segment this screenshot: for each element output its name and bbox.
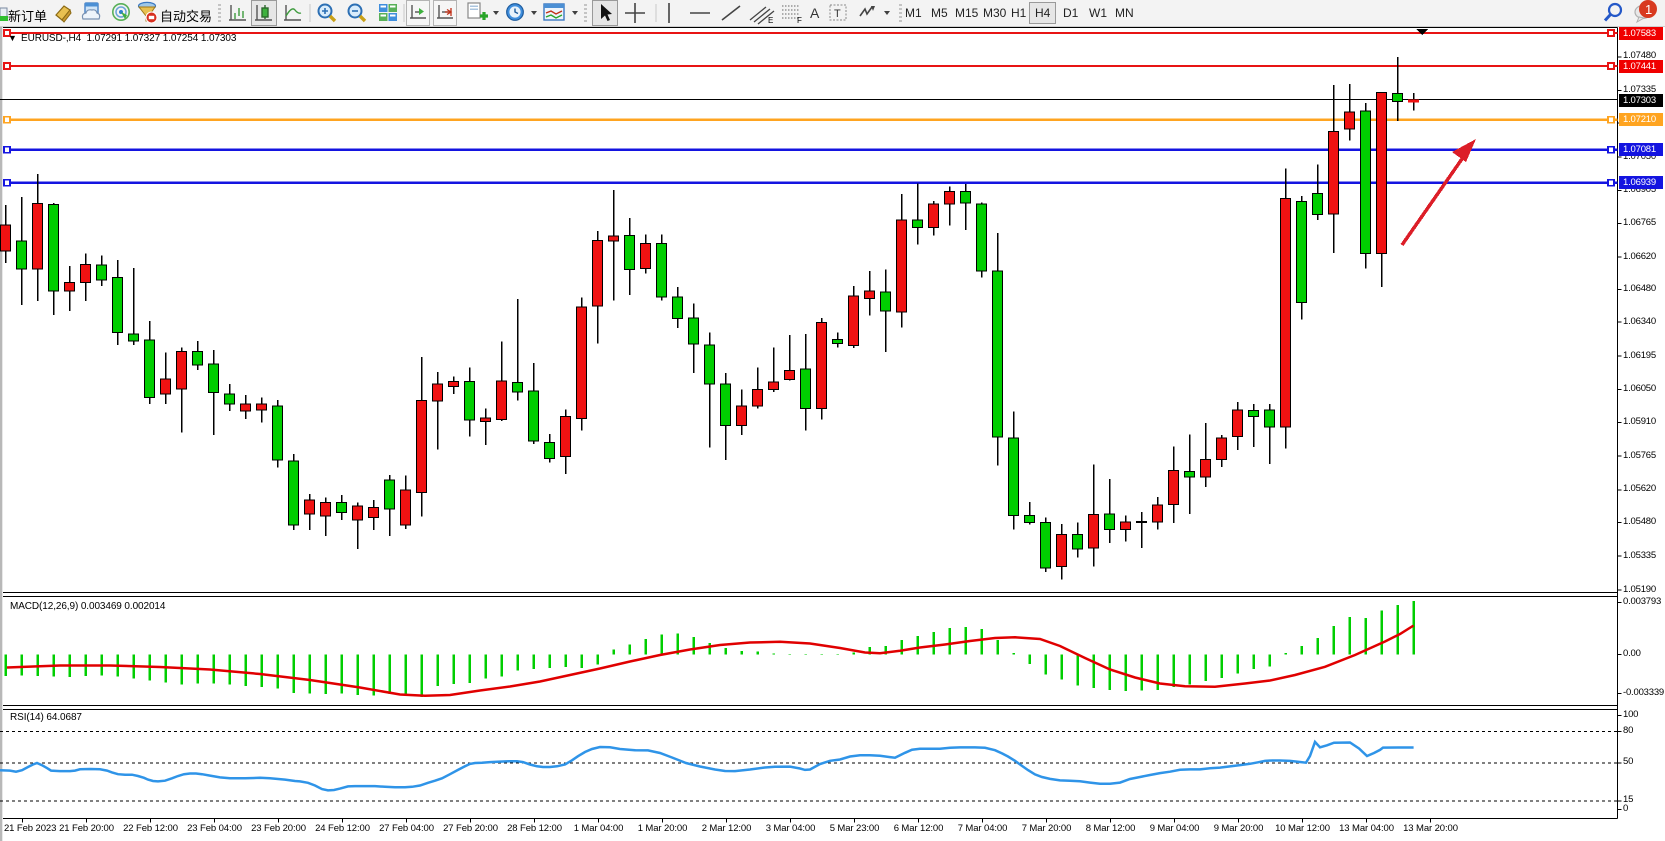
svg-text:F: F	[797, 16, 802, 25]
svg-text:E: E	[768, 16, 773, 25]
svg-text:T: T	[834, 8, 841, 20]
svg-text:A: A	[810, 5, 820, 21]
svg-text:1: 1	[1645, 2, 1652, 17]
